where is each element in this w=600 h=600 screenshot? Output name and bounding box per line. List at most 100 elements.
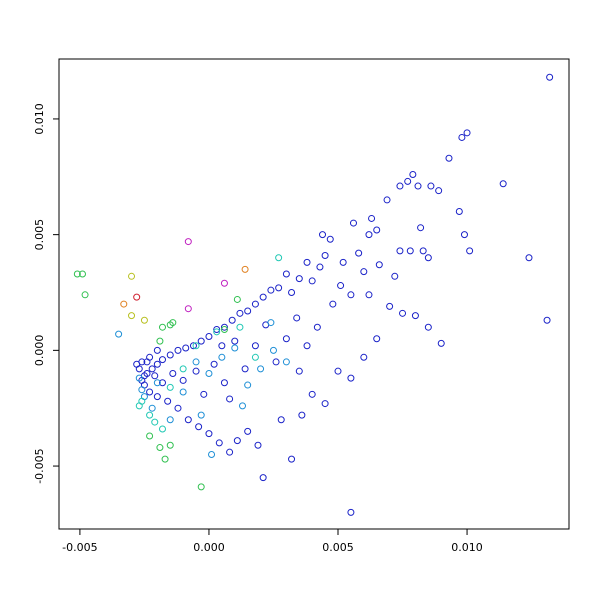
- point: [386, 302, 394, 310]
- point: [435, 187, 443, 195]
- point: [339, 258, 347, 266]
- point: [220, 379, 228, 387]
- point: [213, 328, 221, 336]
- point: [288, 455, 296, 463]
- x-tick-label: 0.005: [322, 541, 354, 554]
- point: [373, 226, 381, 234]
- point: [161, 455, 169, 463]
- x-tick-label: 0.000: [193, 541, 225, 554]
- point: [365, 231, 373, 239]
- point: [179, 388, 187, 396]
- point: [226, 448, 234, 456]
- point: [455, 208, 463, 216]
- point: [295, 367, 303, 375]
- y-tick-label: -0.005: [33, 448, 46, 483]
- point: [445, 154, 453, 162]
- point: [228, 316, 236, 324]
- point: [424, 323, 432, 331]
- point: [239, 402, 247, 410]
- point: [396, 247, 404, 255]
- point: [404, 177, 412, 185]
- point: [275, 284, 283, 292]
- point: [396, 182, 404, 190]
- point: [81, 291, 89, 299]
- point: [158, 425, 166, 433]
- point: [205, 430, 213, 438]
- point: [368, 214, 376, 222]
- y-tick-label: 0.005: [33, 219, 46, 251]
- point: [251, 353, 259, 361]
- point: [156, 444, 164, 452]
- point: [321, 251, 329, 259]
- point: [192, 358, 200, 366]
- point: [158, 323, 166, 331]
- point: [427, 182, 435, 190]
- point: [78, 270, 86, 278]
- point: [272, 358, 280, 366]
- point: [282, 335, 290, 343]
- point: [182, 344, 190, 352]
- point: [349, 219, 357, 227]
- point: [319, 231, 327, 239]
- point: [166, 441, 174, 449]
- point: [241, 265, 249, 273]
- point: [499, 180, 507, 188]
- point: [337, 282, 345, 290]
- point: [269, 346, 277, 354]
- point: [244, 307, 252, 315]
- point: [360, 353, 368, 361]
- point: [236, 309, 244, 317]
- point: [233, 437, 241, 445]
- x-tick-label: 0.010: [451, 541, 483, 554]
- point: [220, 326, 228, 334]
- point: [282, 358, 290, 366]
- point: [414, 182, 422, 190]
- point: [460, 231, 468, 239]
- point: [411, 312, 419, 320]
- point: [218, 342, 226, 350]
- point: [140, 316, 148, 324]
- point: [226, 395, 234, 403]
- point: [267, 319, 275, 327]
- point: [169, 369, 177, 377]
- point: [233, 295, 241, 303]
- point: [463, 129, 471, 137]
- point: [236, 323, 244, 331]
- point: [184, 416, 192, 424]
- point: [151, 418, 159, 426]
- point: [197, 411, 205, 419]
- point: [424, 254, 432, 262]
- point: [244, 381, 252, 389]
- point: [334, 367, 342, 375]
- point: [128, 272, 136, 280]
- x-tick-label: -0.005: [62, 541, 97, 554]
- point: [218, 353, 226, 361]
- point: [360, 268, 368, 276]
- point: [164, 397, 172, 405]
- point: [73, 270, 81, 278]
- point: [373, 335, 381, 343]
- point: [205, 369, 213, 377]
- point: [259, 293, 267, 301]
- point: [251, 300, 259, 308]
- point: [259, 474, 267, 482]
- point: [166, 416, 174, 424]
- point: [355, 249, 363, 257]
- point: [308, 390, 316, 398]
- point: [146, 388, 154, 396]
- point: [241, 365, 249, 373]
- plot-frame: [58, 58, 570, 530]
- y-tick-label: 0.010: [33, 103, 46, 135]
- point: [128, 312, 136, 320]
- point: [179, 376, 187, 384]
- point: [231, 344, 239, 352]
- point: [303, 342, 311, 350]
- point: [133, 360, 141, 368]
- point: [184, 305, 192, 313]
- point: [466, 247, 474, 255]
- point: [192, 367, 200, 375]
- point: [153, 360, 161, 368]
- point: [208, 450, 216, 458]
- point: [409, 170, 417, 178]
